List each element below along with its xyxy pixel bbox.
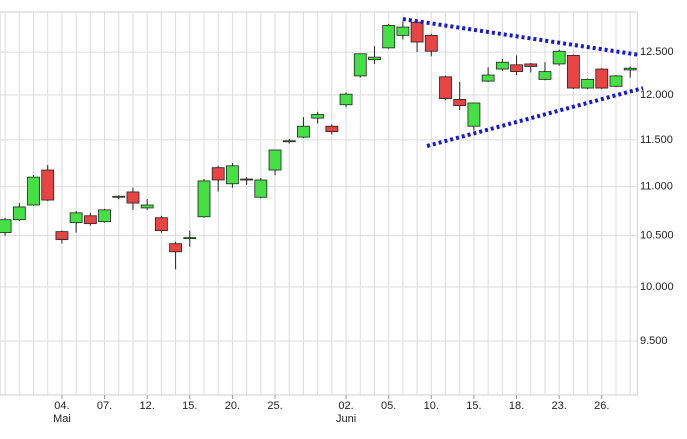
candle-body [55,231,69,241]
candle-body [453,99,467,107]
candle-body [396,26,410,36]
candle-body [12,206,26,221]
x-tick-label: 18. [509,400,524,412]
candle-body [226,165,239,185]
candle-body [382,25,396,49]
x-tick-label: 15. [466,400,481,412]
candle-body [524,63,538,67]
candle-body [268,149,282,171]
y-tick-label: 11.500 [640,134,673,146]
candle-body [353,53,367,77]
candle-body [0,219,12,234]
candle-body [297,125,310,138]
candle-body [41,169,55,201]
candle-body [282,140,296,143]
candle-body [581,78,594,89]
y-tick-label: 11.000 [640,181,673,193]
candle-body [325,125,339,133]
candle-body [183,237,197,240]
candle-body [98,209,111,223]
x-tick-label: 25. [267,400,282,412]
x-group-label: Juni [336,413,356,425]
candle-body [126,191,140,204]
candle-body [410,21,424,43]
plot-area [0,11,638,396]
candle-body [197,180,211,218]
candle-body [623,67,637,71]
candle-body [510,64,523,73]
y-tick-label: 12.000 [640,89,674,101]
candle-body [311,114,325,119]
candle-body [112,195,126,198]
candle-body [439,76,452,99]
candle-body [254,179,268,198]
candle-body [566,55,580,89]
candle-body [339,93,353,106]
x-tick-label: 05. [381,400,396,412]
candle-body [240,178,254,181]
x-tick-label: 02. [338,400,353,412]
x-tick-label: 10. [424,400,439,412]
x-group-label: Mai [53,413,71,425]
x-tick-label: 23. [552,400,567,412]
candle-body [69,212,83,224]
y-tick-label: 12.500 [640,46,674,58]
candle-body [368,56,381,61]
candle-body [481,74,495,82]
candle-body [169,243,182,253]
candle-body [538,71,552,80]
candle-body [27,176,40,206]
x-tick-label: 07. [97,400,112,412]
candle-body [424,34,438,52]
candle-body [140,204,154,209]
x-tick-label: 26. [594,400,609,412]
x-tick-label: 12. [140,400,155,412]
candle-body [595,68,609,89]
candle-body [609,75,623,87]
x-tick-label: 15. [182,400,197,412]
candle-body [467,102,481,127]
candle-body [552,50,566,65]
x-tick-label: 04. [54,400,69,412]
trendline [426,86,644,148]
y-tick-label: 9.500 [640,335,668,347]
candle-body [83,215,97,225]
candle-body [495,61,509,70]
candle-body [154,217,168,232]
trendline [402,17,641,58]
y-tick-label: 10.500 [640,230,674,242]
y-tick-label: 10.000 [640,281,674,293]
candle-body [211,167,225,181]
x-tick-label: 20. [225,400,240,412]
